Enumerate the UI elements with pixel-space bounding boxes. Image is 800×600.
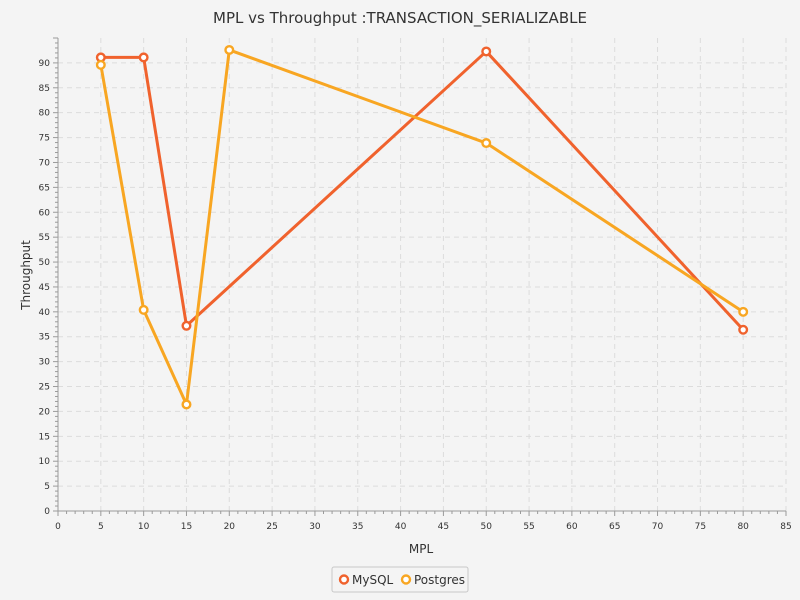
series-line-mysql	[100, 49, 745, 331]
data-point-mysql	[738, 324, 749, 335]
x-tick-label: 55	[523, 522, 534, 532]
legend-label-mysql: MySQL	[352, 573, 394, 587]
data-point-postgres	[95, 59, 106, 70]
y-tick-label: 45	[39, 283, 50, 293]
y-tick-label: 40	[39, 308, 51, 318]
legend: MySQL Postgres	[331, 566, 469, 593]
legend-marker-postgres	[400, 574, 412, 585]
data-point-postgres	[481, 138, 492, 149]
y-tick-label: 25	[39, 383, 50, 393]
x-tick-label: 25	[266, 522, 277, 532]
x-tick-label: 30	[309, 522, 321, 532]
axes	[53, 37, 787, 516]
x-tick-label: 85	[780, 522, 791, 532]
y-tick-label: 35	[39, 333, 50, 343]
x-tick-label: 10	[138, 522, 150, 532]
y-tick-label: 20	[39, 407, 51, 417]
x-tick-label: 65	[609, 522, 620, 532]
data-point-mysql	[481, 46, 492, 57]
y-tick-label: 0	[44, 507, 50, 517]
y-tick-label: 70	[39, 158, 51, 168]
x-tick-label: 70	[652, 522, 664, 532]
x-tick-label: 40	[395, 522, 407, 532]
y-tick-label: 15	[39, 432, 50, 442]
x-tick-label: 0	[55, 522, 61, 532]
data-point-postgres	[181, 399, 192, 410]
data-point-postgres	[138, 304, 149, 315]
x-tick-label: 20	[224, 522, 236, 532]
y-tick-label: 65	[39, 183, 50, 193]
legend-box	[331, 566, 469, 593]
y-tick-label: 55	[39, 233, 50, 243]
x-tick-label: 35	[352, 522, 363, 532]
series-lines	[95, 44, 749, 410]
x-tick-label: 80	[737, 522, 749, 532]
legend-marker-mysql	[338, 574, 350, 585]
y-tick-label: 30	[39, 358, 51, 368]
x-tick-label: 45	[438, 522, 449, 532]
y-tick-label: 10	[39, 457, 51, 467]
data-point-postgres	[738, 306, 749, 317]
series-line-postgres	[99, 48, 745, 406]
y-axis-label: Throughput	[19, 240, 33, 311]
x-tick-label: 15	[181, 522, 192, 532]
x-tick-label: 50	[481, 522, 493, 532]
x-tick-label: 75	[695, 522, 706, 532]
x-tick-label: 60	[566, 522, 578, 532]
tick-labels: 0 5 10 15 20 25 30 35 40 45 50 55 60 65 70 75 80 85 0 5 10 15…	[39, 59, 792, 532]
x-axis-label: MPL	[409, 542, 434, 556]
y-tick-label: 60	[39, 208, 51, 218]
chart-title: MPL vs Throughput :TRANSACTION_SERIALIZA…	[213, 9, 587, 28]
data-point-mysql	[138, 52, 149, 63]
y-tick-label: 50	[39, 258, 51, 268]
data-point-postgres	[224, 44, 235, 55]
data-point-mysql	[181, 320, 192, 331]
y-tick-label: 75	[39, 134, 50, 144]
y-tick-label: 5	[44, 482, 50, 492]
y-tick-label: 85	[39, 84, 50, 94]
y-tick-label: 80	[39, 109, 51, 119]
x-tick-label: 5	[98, 522, 104, 532]
legend-label-postgres: Postgres	[414, 573, 465, 587]
y-tick-label: 90	[39, 59, 51, 69]
